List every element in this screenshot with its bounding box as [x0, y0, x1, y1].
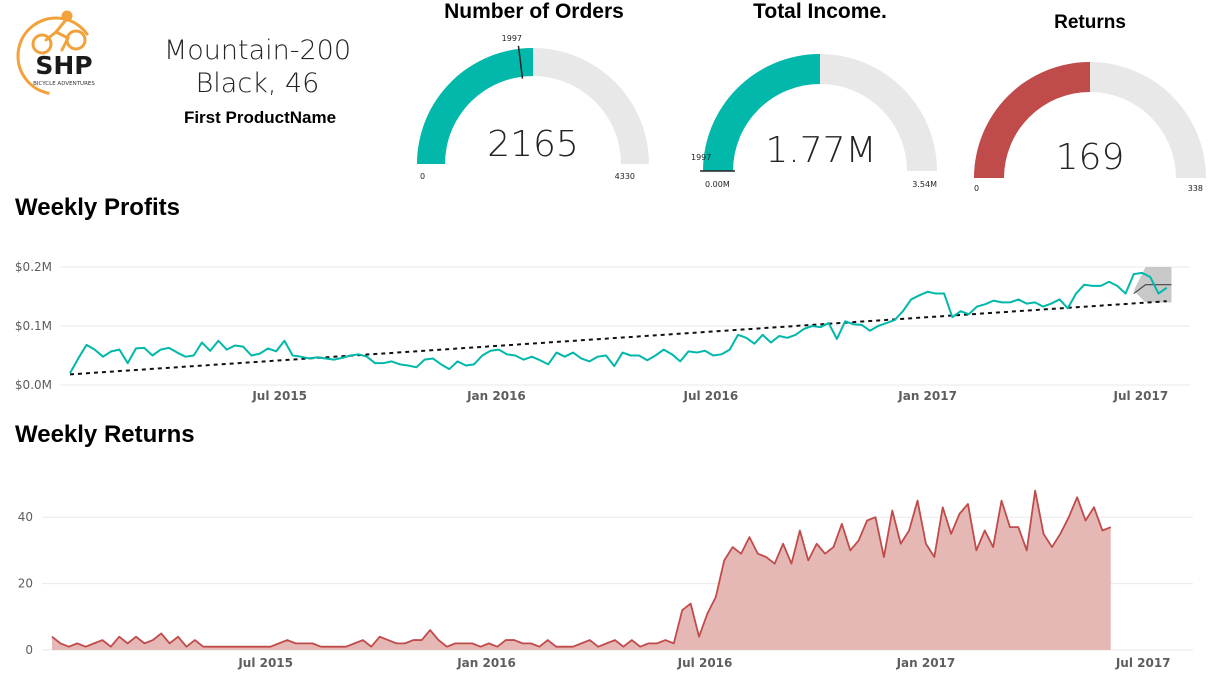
weekly-returns-chart: 0 20 40 Jul 2015 Jan 2016 Jul 2016 Jan 2017 Jul… [18, 489, 1193, 670]
profits-series-line [69, 271, 1168, 374]
returns-area-fill [52, 490, 1111, 650]
profits-x-tick-label: Jan 2016 [466, 389, 526, 403]
income-gauge-target-label: 1997 [691, 153, 711, 162]
profits-y-tick-label: $0.0M [15, 378, 52, 392]
income-gauge-value: 1.77M [765, 130, 876, 171]
returns-x-tick-label: Jan 2017 [896, 656, 956, 670]
income-gauge-fill [703, 54, 820, 171]
profits-trend-line [69, 300, 1167, 376]
profits-x-tick-label: Jul 2015 [251, 389, 307, 403]
returns-x-tick-label: Jul 2015 [237, 656, 293, 670]
orders-gauge-fill [417, 48, 533, 164]
profits-x-tick-label: Jan 2017 [897, 389, 957, 403]
returns-x-tick-label: Jul 2016 [677, 656, 733, 670]
weekly-returns-title: Weekly Returns [15, 421, 195, 448]
forecast-line [1133, 284, 1172, 295]
returns-y-tick-label: 0 [25, 643, 33, 657]
returns-gauge-min: 0 [974, 184, 979, 193]
profits-x-tick-label: Jul 2017 [1112, 389, 1168, 403]
income-gauge-title: Total Income. [753, 0, 887, 23]
returns-gauge: 169 0 338 [974, 62, 1206, 193]
weekly-profits-chart: $0.0M $0.1M $0.2M Jul 2015 Jan 2016 Jul 2016 J… [15, 260, 1190, 403]
income-gauge-min: 0.00M [705, 180, 730, 189]
orders-gauge-value: 2165 [487, 124, 579, 165]
returns-y-tick-label: 40 [18, 510, 33, 524]
income-gauge-max: 3.54M [912, 180, 937, 189]
product-name-label: First ProductName [183, 108, 337, 127]
returns-gauge-max: 338 [1188, 184, 1203, 193]
orders-gauge-max: 4330 [615, 172, 635, 181]
returns-y-tick-label: 20 [18, 577, 33, 591]
orders-gauge-target-label: 1997 [502, 34, 522, 43]
orders-gauge: 1997 2165 0 4330 [417, 34, 649, 181]
returns-x-tick-label: Jan 2016 [456, 656, 516, 670]
profits-x-tick-label: Jul 2016 [683, 389, 739, 403]
product-name-line2: Black, 46 [195, 68, 320, 99]
orders-gauge-target-marker [517, 45, 524, 79]
logo-subtext: BICYCLE ADVENTURES [33, 81, 95, 87]
orders-gauge-title: Number of Orders [444, 0, 624, 23]
returns-x-tick-label: Jul 2017 [1115, 656, 1171, 670]
returns-gauge-fill [974, 62, 1090, 178]
logo-text: SHP [35, 51, 92, 80]
weekly-profits-title: Weekly Profits [15, 194, 180, 221]
orders-gauge-min: 0 [420, 172, 425, 181]
returns-gauge-title: Returns [1054, 12, 1126, 33]
profits-y-tick-label: $0.1M [15, 319, 52, 333]
product-name-line1: Mountain-200 [163, 35, 352, 66]
profits-y-tick-label: $0.2M [15, 260, 52, 274]
income-gauge: 1997 1.77M 0.00M 3.54M [691, 54, 937, 189]
returns-gauge-value: 169 [1056, 137, 1125, 178]
company-logo: SHP BICYCLE ADVENTURES [12, 4, 112, 100]
